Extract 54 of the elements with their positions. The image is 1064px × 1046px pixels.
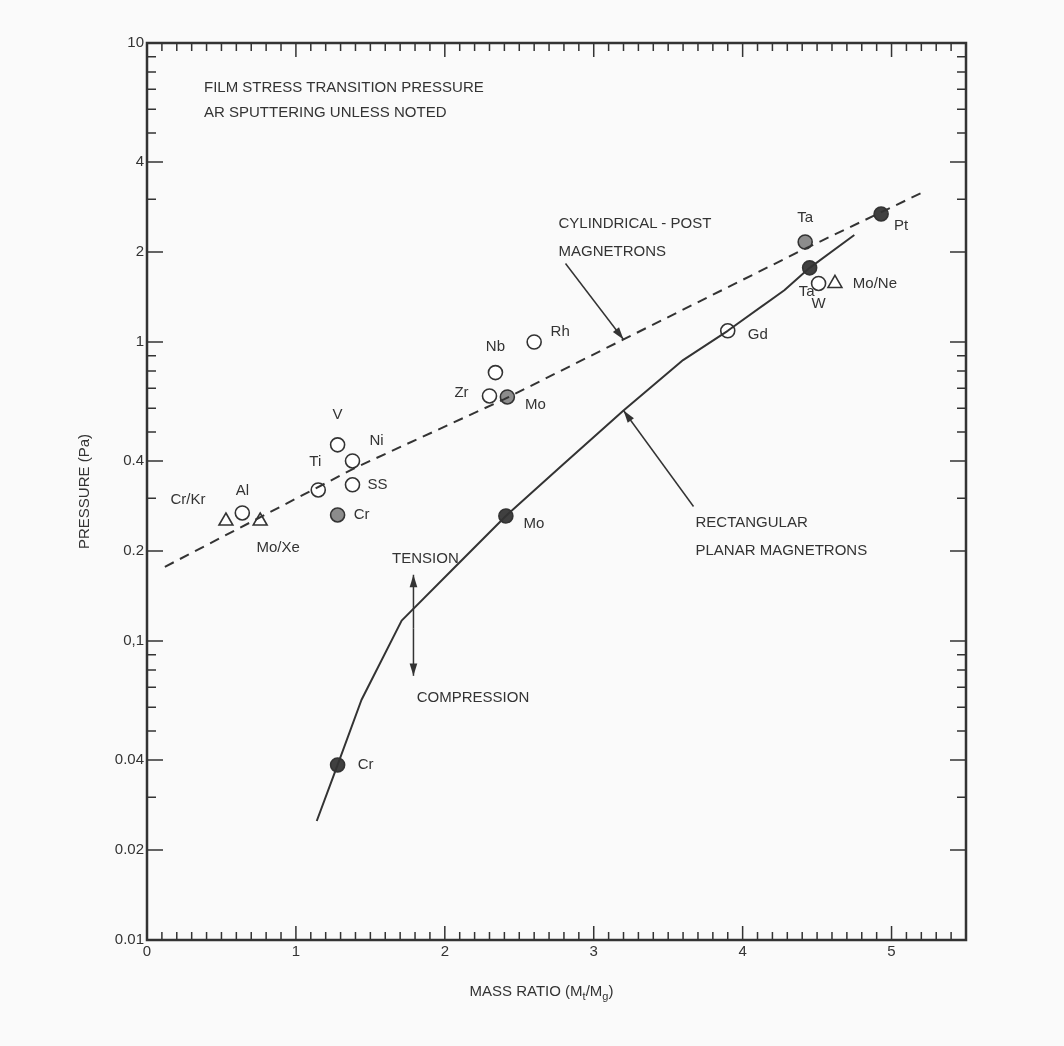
x-tick-label: 1	[291, 942, 301, 960]
y-axis-title: PRESSURE (Pa)	[75, 433, 93, 550]
y-tick-label: 0.4	[123, 451, 144, 469]
y-tick-label: 0,1	[123, 631, 144, 649]
point	[329, 437, 346, 453]
data-label: Cr	[353, 505, 370, 523]
data-label: Nb	[485, 336, 506, 354]
data-label: Ti	[309, 452, 322, 470]
data-label: Ni	[369, 431, 384, 449]
y-tick-label: 1	[135, 332, 144, 350]
data-label: Al	[235, 481, 249, 499]
annotation: TENSION	[392, 548, 459, 566]
data-label: Mo	[523, 514, 545, 532]
point	[329, 507, 346, 523]
y-tick-label: 0.04	[114, 750, 144, 768]
data-label: Mo/Xe	[256, 538, 300, 556]
data-label: SS	[367, 474, 388, 492]
point	[487, 364, 504, 381]
point	[873, 206, 889, 222]
y-tick-label: 0.02	[114, 840, 144, 858]
x-tick-label: 4	[738, 942, 747, 960]
y-tick-label: 4	[135, 152, 144, 170]
data-label: Gd	[747, 324, 768, 342]
point	[827, 274, 843, 289]
point	[218, 512, 234, 526]
data-label: Ta	[798, 282, 816, 299]
annotation: COMPRESSION	[416, 687, 530, 705]
data-label: Mo/Ne	[852, 273, 898, 291]
data-label: Cr/Kr	[170, 490, 206, 508]
point	[234, 505, 251, 521]
line-series	[163, 192, 923, 568]
point	[344, 476, 361, 493]
text: FILM STRESS TRANSITION PRESSURE	[204, 78, 484, 96]
annotation: CYLINDRICAL - POST MAGNETRONS	[558, 213, 712, 259]
y-tick-label: 2	[135, 242, 144, 260]
y-tick-label: 10	[127, 33, 144, 51]
x-tick-label: 0	[142, 942, 152, 960]
data-label: V	[332, 404, 343, 422]
annotation: RECTANGULAR PLANAR MAGNETRONS	[695, 512, 868, 558]
data-label: Mo	[524, 395, 546, 413]
point	[344, 453, 361, 469]
data-label: Cr	[357, 755, 374, 773]
y-tick-label: 0.2	[123, 541, 144, 559]
point	[481, 388, 498, 404]
point	[526, 334, 542, 350]
x-tick-label: 5	[887, 942, 896, 960]
data-label: Rh	[550, 322, 570, 340]
data-label: Ta	[797, 208, 814, 226]
text: AR SPUTTERING UNLESS NOTED	[204, 103, 447, 121]
x-tick-label: 2	[440, 942, 449, 960]
y-tick-label: 0.01	[114, 930, 144, 948]
data-label: Pt	[894, 216, 910, 234]
data-label: Zr	[454, 383, 469, 401]
x-tick-label: 3	[589, 942, 598, 960]
